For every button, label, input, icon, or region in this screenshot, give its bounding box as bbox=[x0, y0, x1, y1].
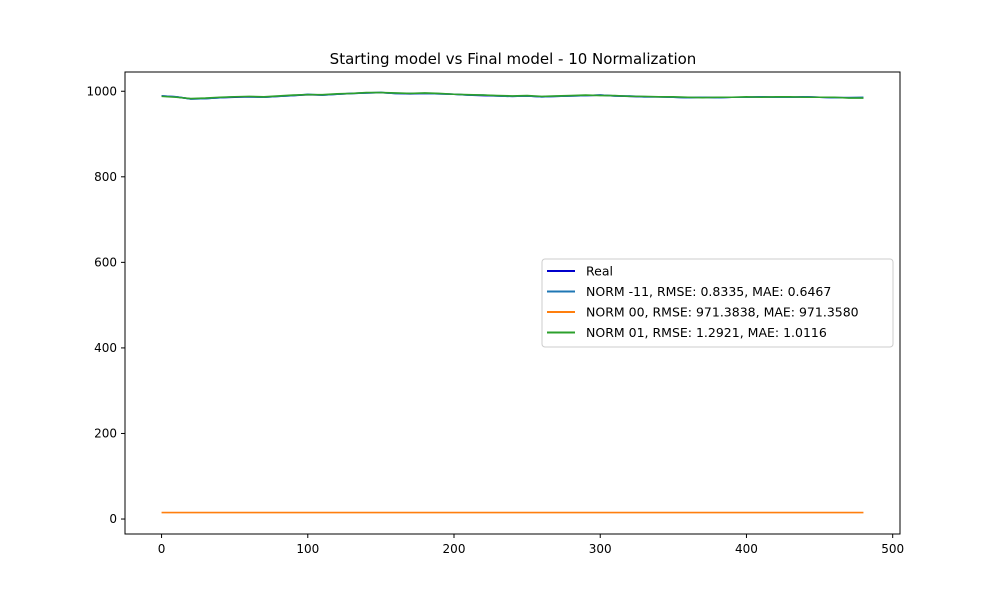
legend-label-0: Real bbox=[586, 264, 613, 279]
y-tick-label-1: 200 bbox=[94, 426, 117, 440]
plot-frame bbox=[124, 71, 901, 535]
legend-label-2: NORM 00, RMSE: 971.3838, MAE: 971.3580 bbox=[586, 305, 859, 320]
chart-title: Starting model vs Final model - 10 Norma… bbox=[330, 50, 697, 68]
plot-layer bbox=[161, 91, 864, 514]
series-line-3 bbox=[161, 91, 864, 100]
axis-layer: 0 100 200 300 400 500 0 200 400 600 800 1000 bbox=[86, 84, 904, 556]
legend-label-3: NORM 01, RMSE: 1.2921, MAE: 1.0116 bbox=[586, 325, 827, 340]
x-tick-label-3: 300 bbox=[589, 542, 612, 556]
x-tick-label-1: 100 bbox=[296, 542, 319, 556]
x-tick-label-2: 200 bbox=[443, 542, 466, 556]
y-tick-label-3: 600 bbox=[94, 255, 117, 269]
legend: Real NORM -11, RMSE: 0.8335, MAE: 0.6467 N… bbox=[541, 258, 894, 348]
y-tick-label-0: 0 bbox=[109, 512, 117, 526]
y-tick-label-4: 800 bbox=[94, 170, 117, 184]
x-tick-label-4: 400 bbox=[735, 542, 758, 556]
y-tick-label-2: 400 bbox=[94, 341, 117, 355]
x-tick-label-5: 500 bbox=[881, 542, 904, 556]
legend-box bbox=[541, 258, 894, 348]
x-tick-label-0: 0 bbox=[158, 542, 166, 556]
y-tick-label-5: 1000 bbox=[86, 84, 117, 98]
legend-label-1: NORM -11, RMSE: 0.8335, MAE: 0.6467 bbox=[586, 284, 831, 299]
